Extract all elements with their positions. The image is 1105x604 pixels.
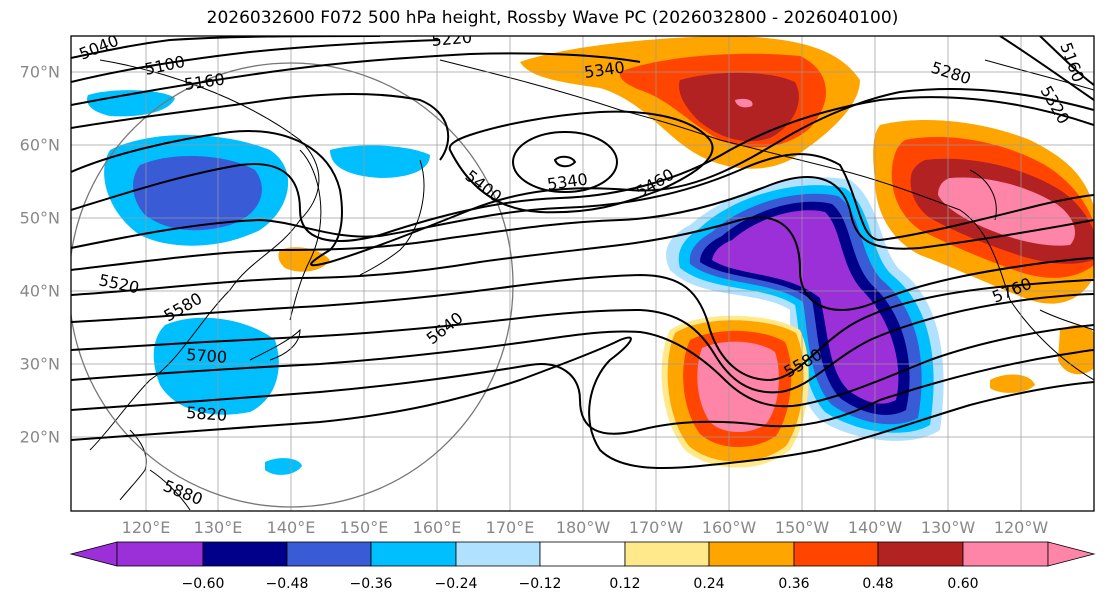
contour-label: 5220 (431, 28, 473, 50)
colorbar-tick-label: 0.60 (947, 576, 979, 592)
lat-label: 30°N (19, 354, 60, 374)
negative-anomaly-east-pacific (666, 177, 944, 441)
height-contours (71, 36, 1094, 470)
lon-label: 150°W (774, 518, 830, 537)
colorbar-bin (202, 541, 288, 567)
lat-label: 70°N (19, 62, 60, 82)
lon-label: 120°E (121, 518, 171, 537)
lon-label: 120°W (993, 518, 1049, 537)
contour-label: 5820 (186, 403, 228, 425)
colorbar-extend-high (1047, 541, 1096, 567)
colorbar-bin (539, 541, 626, 567)
colorbar-tick-label: −0.12 (518, 576, 562, 592)
colorbar-bin (877, 541, 964, 567)
graticule (71, 36, 1094, 511)
lon-label: 140°E (266, 518, 316, 537)
colorbar-extend-low (69, 541, 118, 567)
colorbar-tick-label: 0.24 (693, 576, 725, 592)
lon-label: 160°W (701, 518, 757, 537)
lon-label: 160°E (412, 518, 462, 537)
colorbar-bin (116, 541, 204, 567)
colorbar-bin (624, 541, 710, 567)
colorbar-tick-label: 0.12 (609, 576, 641, 592)
colorbar-bin (793, 541, 879, 567)
lon-label: 140°W (847, 518, 903, 537)
colorbar-tick-label: −0.24 (434, 576, 478, 592)
lon-label: 170°W (628, 518, 684, 537)
lat-label: 50°N (19, 208, 60, 228)
colorbar-tick-label: 0.48 (862, 576, 894, 592)
colorbar-tick-label: −0.48 (265, 576, 309, 592)
colorbar-tick-label: 0.36 (778, 576, 810, 592)
lat-label: 60°N (19, 135, 60, 155)
colorbar-bin (286, 541, 372, 567)
positive-anomaly-northeast-pacific (873, 120, 1094, 393)
lat-label: 20°N (19, 427, 60, 447)
colorbar-bin (708, 541, 795, 567)
lon-label: 150°E (339, 518, 389, 537)
colorbar-tick-label: −0.36 (349, 576, 393, 592)
map-title: 2026032600 F072 500 hPa height, Rossby W… (206, 8, 899, 28)
colorbar (69, 541, 1096, 567)
lon-label: 170°E (485, 518, 535, 537)
map-frame (70, 35, 1095, 512)
lon-label: 130°E (193, 518, 243, 537)
lon-label: 180°W (555, 518, 611, 537)
contour-label: 5700 (186, 345, 228, 367)
range-circle (71, 62, 514, 508)
colorbar-tick-label: −0.60 (181, 576, 225, 592)
colorbar-bin (455, 541, 541, 567)
lon-label: 130°W (920, 518, 976, 537)
lat-label: 40°N (19, 281, 60, 301)
colorbar-bin (370, 541, 457, 567)
colorbar-bin (962, 541, 1049, 567)
positive-anomaly-bering (520, 36, 860, 169)
